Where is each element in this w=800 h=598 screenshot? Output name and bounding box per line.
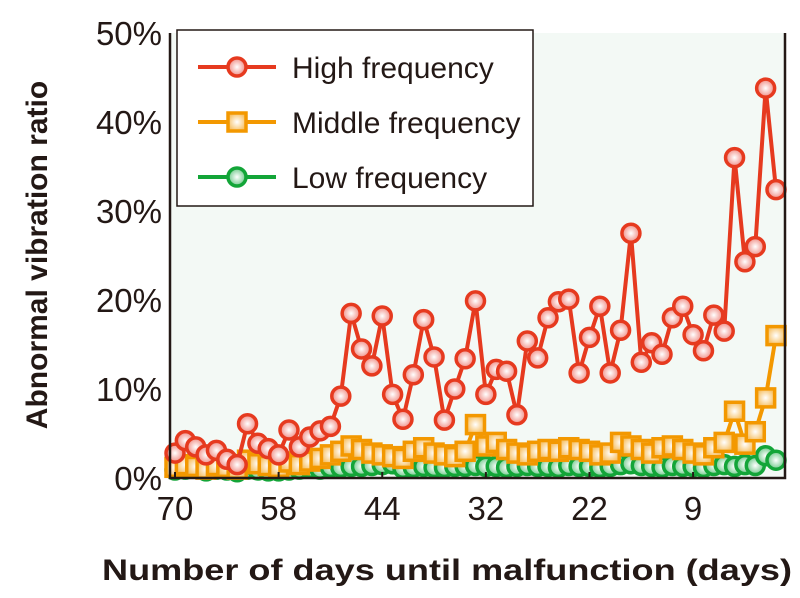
y-tick-label: 0% <box>114 460 162 497</box>
data-point <box>236 412 259 435</box>
data-point <box>506 404 528 426</box>
data-point <box>754 387 777 409</box>
data-point <box>454 440 476 463</box>
data-point <box>692 339 715 362</box>
y-tick-label: 40% <box>96 104 162 141</box>
x-tick-label: 22 <box>571 490 608 527</box>
x-tick-label: 58 <box>260 490 297 527</box>
data-point <box>402 364 425 386</box>
x-axis-label: Number of days until malfunction (days) <box>102 554 792 587</box>
y-axis-label: Abnormal vibration ratio <box>21 81 54 429</box>
data-point <box>754 77 777 99</box>
data-point <box>620 222 642 244</box>
data-point <box>444 378 466 400</box>
axes-frame <box>168 33 787 480</box>
data-point <box>723 400 746 422</box>
data-point <box>765 178 787 201</box>
data-point <box>723 146 746 169</box>
data-point <box>744 235 767 258</box>
data-point <box>516 330 539 352</box>
legend-label: High frequency <box>292 52 494 85</box>
data-point <box>392 408 414 431</box>
x-tick-label: 44 <box>364 490 401 527</box>
legend-label: Middle frequency <box>292 107 520 140</box>
data-point <box>589 295 611 317</box>
data-point <box>278 419 300 441</box>
legend-label: Low frequency <box>292 162 487 195</box>
data-point <box>350 338 373 360</box>
data-point <box>433 409 456 431</box>
data-point <box>765 449 787 471</box>
y-tick-label: 50% <box>96 15 162 52</box>
x-tick-label: 32 <box>468 490 505 527</box>
data-point <box>713 431 735 454</box>
data-point <box>381 383 404 406</box>
legend: High frequency Middle frequency Low freque… <box>176 29 534 207</box>
legend-item: Middle frequency <box>198 107 520 140</box>
legend-item: Low frequency <box>198 162 487 195</box>
data-point <box>371 305 393 327</box>
data-point <box>412 308 435 331</box>
data-point <box>537 307 559 329</box>
data-point <box>340 302 362 325</box>
data-point <box>558 288 580 310</box>
data-point <box>495 360 518 382</box>
data-point <box>423 346 445 368</box>
y-tick-label: 30% <box>96 193 162 230</box>
data-point <box>682 323 704 346</box>
x-tick-label: 70 <box>157 490 194 527</box>
y-tick-label: 20% <box>96 282 162 319</box>
data-point <box>475 383 497 406</box>
data-point <box>361 355 383 377</box>
data-point <box>630 351 653 374</box>
data-point <box>651 343 673 366</box>
legend-item: High frequency <box>198 52 494 85</box>
x-tick-label: 9 <box>684 490 702 527</box>
data-point <box>226 453 248 476</box>
data-point <box>319 415 342 438</box>
data-point <box>526 347 549 369</box>
data-point <box>464 413 487 436</box>
data-point <box>267 444 290 466</box>
data-point <box>713 320 735 342</box>
series-high-frequency <box>164 77 787 476</box>
data-point <box>578 326 601 349</box>
data-point <box>330 385 352 407</box>
data-point <box>744 420 767 443</box>
y-tick-label: 10% <box>96 371 162 408</box>
data-point <box>464 290 487 312</box>
data-point <box>734 250 756 273</box>
data-point <box>568 362 590 384</box>
data-point <box>599 362 621 384</box>
data-point <box>671 295 694 317</box>
data-point <box>609 319 632 342</box>
data-point <box>454 347 476 370</box>
data-point <box>703 304 725 326</box>
data-point <box>765 324 787 347</box>
